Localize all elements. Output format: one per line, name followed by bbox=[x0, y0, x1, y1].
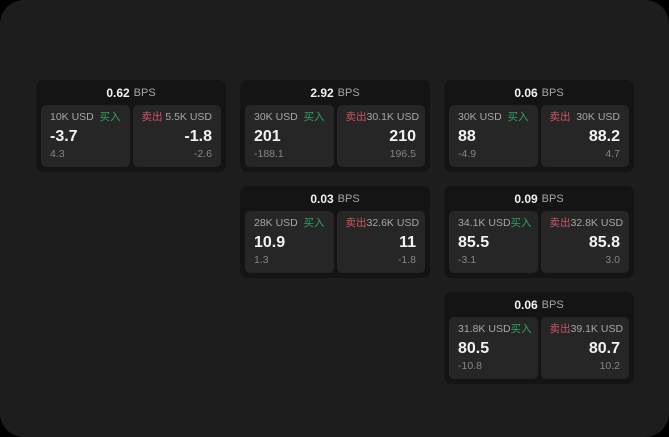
sell-sub-value: 4.7 bbox=[605, 148, 620, 161]
buy-main-value: -3.7 bbox=[50, 127, 78, 145]
sell-amount: 39.1K USD bbox=[570, 323, 624, 335]
buy-tile[interactable]: 30K USD 买入 88 -4.9 bbox=[449, 105, 538, 167]
buy-main-value: 80.5 bbox=[458, 339, 490, 357]
sell-side-label: 卖出 bbox=[549, 323, 571, 335]
bps-value: 0.03 bbox=[310, 191, 334, 206]
sell-amount: 5.5K USD bbox=[165, 111, 212, 123]
sell-tile[interactable]: 卖出 32.6K USD 11 -1.8 bbox=[336, 211, 425, 273]
bps-value: 0.09 bbox=[514, 191, 538, 206]
buy-side-label: 买入 bbox=[510, 217, 532, 229]
buy-side-label: 买入 bbox=[99, 111, 121, 123]
card-header: 0.62 BPS bbox=[36, 80, 226, 105]
card-body: 34.1K USD 买入 85.5 -3.1 卖出 32.8K USD 85.8… bbox=[444, 211, 634, 278]
sell-sub-value: 3.0 bbox=[605, 254, 620, 267]
buy-tile[interactable]: 34.1K USD 买入 85.5 -3.1 bbox=[449, 211, 538, 273]
sell-sub-value: 10.2 bbox=[599, 360, 620, 373]
sell-sub-value: 196.5 bbox=[389, 148, 416, 161]
card-body: 28K USD 买入 10.9 1.3 卖出 32.6K USD 11 -1.8 bbox=[240, 211, 430, 278]
buy-tile[interactable]: 10K USD 买入 -3.7 4.3 bbox=[41, 105, 130, 167]
sell-sub-value: -2.6 bbox=[193, 148, 212, 161]
card-body: 10K USD 买入 -3.7 4.3 卖出 5.5K USD -1.8 -2.… bbox=[36, 105, 226, 172]
buy-side-label: 买入 bbox=[303, 111, 325, 123]
quote-card: 0.62 BPS 10K USD 买入 -3.7 4.3 卖出 5.5K USD… bbox=[36, 80, 226, 172]
bps-unit-label: BPS bbox=[541, 86, 564, 99]
bps-value: 2.92 bbox=[310, 85, 334, 100]
sell-side-label: 卖出 bbox=[549, 217, 571, 229]
sell-amount: 30.1K USD bbox=[366, 111, 420, 123]
sell-amount: 30K USD bbox=[576, 111, 620, 123]
sell-tile[interactable]: 卖出 30K USD 88.2 4.7 bbox=[540, 105, 629, 167]
quote-card: 0.06 BPS 30K USD 买入 88 -4.9 卖出 30K USD 8… bbox=[444, 80, 634, 172]
quote-card: 0.03 BPS 28K USD 买入 10.9 1.3 卖出 32.6K US… bbox=[240, 186, 430, 278]
sell-side-label: 卖出 bbox=[345, 111, 367, 123]
buy-amount: 31.8K USD bbox=[458, 323, 511, 335]
bps-unit-label: BPS bbox=[337, 86, 360, 99]
buy-sub-value: -3.1 bbox=[458, 254, 477, 267]
card-header: 2.92 BPS bbox=[240, 80, 430, 105]
quote-card-grid: 0.62 BPS 10K USD 买入 -3.7 4.3 卖出 5.5K USD… bbox=[36, 80, 634, 384]
buy-side-label: 买入 bbox=[303, 217, 325, 229]
buy-main-value: 88 bbox=[458, 127, 476, 145]
quote-card: 0.06 BPS 31.8K USD 买入 80.5 -10.8 卖出 39.1… bbox=[444, 292, 634, 384]
bps-unit-label: BPS bbox=[541, 192, 564, 205]
card-header: 0.06 BPS bbox=[444, 292, 634, 317]
bps-value: 0.06 bbox=[514, 85, 538, 100]
bps-unit-label: BPS bbox=[337, 192, 360, 205]
card-header: 0.06 BPS bbox=[444, 80, 634, 105]
buy-amount: 28K USD bbox=[254, 217, 298, 229]
sell-tile[interactable]: 卖出 30.1K USD 210 196.5 bbox=[336, 105, 425, 167]
sell-amount: 32.8K USD bbox=[570, 217, 624, 229]
buy-tile[interactable]: 30K USD 买入 201 -188.1 bbox=[245, 105, 334, 167]
sell-main-value: 85.8 bbox=[588, 233, 620, 251]
buy-sub-value: 4.3 bbox=[50, 148, 65, 161]
buy-tile[interactable]: 31.8K USD 买入 80.5 -10.8 bbox=[449, 317, 538, 379]
buy-amount: 30K USD bbox=[254, 111, 298, 123]
buy-amount: 30K USD bbox=[458, 111, 502, 123]
sell-sub-value: -1.8 bbox=[397, 254, 416, 267]
buy-main-value: 201 bbox=[254, 127, 281, 145]
quote-card: 2.92 BPS 30K USD 买入 201 -188.1 卖出 30.1K … bbox=[240, 80, 430, 172]
buy-side-label: 买入 bbox=[507, 111, 529, 123]
quote-card: 0.09 BPS 34.1K USD 买入 85.5 -3.1 卖出 32.8K… bbox=[444, 186, 634, 278]
sell-side-label: 卖出 bbox=[549, 111, 571, 123]
sell-tile[interactable]: 卖出 32.8K USD 85.8 3.0 bbox=[540, 211, 629, 273]
card-header: 0.03 BPS bbox=[240, 186, 430, 211]
buy-amount: 34.1K USD bbox=[458, 217, 511, 229]
card-body: 30K USD 买入 88 -4.9 卖出 30K USD 88.2 4.7 bbox=[444, 105, 634, 172]
buy-side-label: 买入 bbox=[510, 323, 532, 335]
buy-tile[interactable]: 28K USD 买入 10.9 1.3 bbox=[245, 211, 334, 273]
bps-unit-label: BPS bbox=[133, 86, 156, 99]
buy-sub-value: -10.8 bbox=[458, 360, 482, 373]
bps-value: 0.62 bbox=[106, 85, 130, 100]
sell-main-value: 11 bbox=[399, 233, 416, 251]
sell-main-value: 88.2 bbox=[588, 127, 620, 145]
sell-main-value: 80.7 bbox=[588, 339, 620, 357]
sell-tile[interactable]: 卖出 5.5K USD -1.8 -2.6 bbox=[132, 105, 221, 167]
card-body: 31.8K USD 买入 80.5 -10.8 卖出 39.1K USD 80.… bbox=[444, 317, 634, 384]
buy-sub-value: -4.9 bbox=[458, 148, 477, 161]
sell-tile[interactable]: 卖出 39.1K USD 80.7 10.2 bbox=[540, 317, 629, 379]
bps-unit-label: BPS bbox=[541, 298, 564, 311]
sell-main-value: -1.8 bbox=[184, 127, 212, 145]
card-header: 0.09 BPS bbox=[444, 186, 634, 211]
buy-amount: 10K USD bbox=[50, 111, 94, 123]
card-body: 30K USD 买入 201 -188.1 卖出 30.1K USD 210 1… bbox=[240, 105, 430, 172]
sell-side-label: 卖出 bbox=[141, 111, 163, 123]
buy-sub-value: -188.1 bbox=[254, 148, 284, 161]
buy-sub-value: 1.3 bbox=[254, 254, 269, 267]
sell-side-label: 卖出 bbox=[345, 217, 367, 229]
buy-main-value: 10.9 bbox=[254, 233, 286, 251]
bps-value: 0.06 bbox=[514, 297, 538, 312]
sell-main-value: 210 bbox=[389, 127, 416, 145]
sell-amount: 32.6K USD bbox=[366, 217, 420, 229]
buy-main-value: 85.5 bbox=[458, 233, 490, 251]
